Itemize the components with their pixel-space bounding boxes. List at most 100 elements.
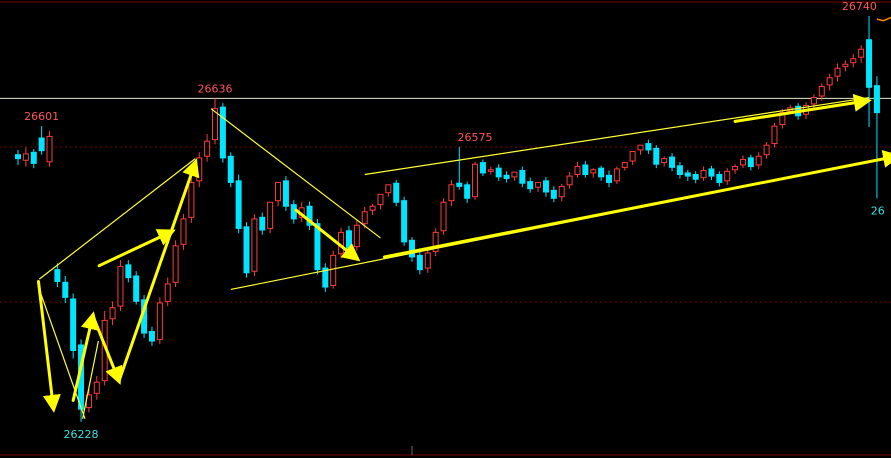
candle-body-37 [306, 205, 313, 226]
candle-body-76 [613, 168, 620, 182]
candle-body-24 [204, 140, 211, 157]
candle-body-59 [479, 162, 486, 174]
candle-body-55 [448, 184, 455, 202]
candle-body-5 [54, 269, 61, 283]
candle-body-39 [322, 267, 329, 288]
candle-body-63 [511, 171, 518, 178]
candle-body-96 [771, 125, 778, 145]
candle-layer [15, 15, 880, 422]
candle-body-51 [416, 254, 423, 271]
candle-body-79 [637, 144, 644, 151]
candle-body-88 [708, 168, 715, 177]
price-label-6: 26 [871, 204, 885, 217]
candle-body-22 [188, 181, 195, 218]
candle-body-70 [566, 175, 573, 186]
candle-body-107 [858, 48, 865, 58]
candle-body-44 [361, 211, 368, 225]
price-label-3: 26636 [198, 82, 233, 95]
candle-body-32 [267, 201, 274, 229]
candle-body-84 [676, 165, 683, 175]
price-label-1: 26601 [24, 110, 59, 123]
candle-body-81 [653, 147, 660, 165]
candle-body-52 [424, 252, 431, 269]
candle-body-91 [732, 166, 739, 171]
candle-body-50 [409, 239, 415, 258]
candle-body-109 [873, 85, 880, 114]
price-label-4: 26575 [458, 131, 493, 144]
candle-body-7 [70, 298, 77, 352]
label-layer: 26601 26228 26636 26575 26740 26 [24, 0, 885, 441]
candle-body-43 [353, 224, 360, 248]
candle-body-21 [180, 218, 187, 245]
trend-arrow-7 [382, 150, 891, 259]
candle-body-94 [755, 155, 762, 166]
candle-body-86 [692, 174, 699, 180]
trend-line-1 [38, 158, 196, 280]
candle-body-2 [30, 151, 37, 164]
candle-body-102 [818, 85, 825, 97]
candle-body-103 [826, 77, 833, 86]
candle-body-3 [38, 137, 45, 152]
candle-body-26 [219, 106, 226, 159]
candle-body-105 [842, 63, 849, 68]
candle-body-31 [259, 216, 266, 231]
candle-body-85 [684, 172, 691, 177]
candle-body-13 [117, 265, 124, 307]
candle-body-12 [109, 307, 116, 320]
candle-body-19 [164, 283, 171, 302]
trend-arrow-8 [733, 93, 872, 123]
candle-body-38 [314, 223, 321, 271]
candle-body-35 [290, 204, 297, 220]
candle-body-87 [700, 170, 707, 179]
candle-body-90 [724, 170, 731, 182]
candle-body-106 [850, 58, 857, 64]
candle-body-77 [621, 162, 628, 168]
trend-arrow-5 [97, 229, 176, 268]
candle-body-57 [464, 184, 471, 199]
candle-body-20 [172, 245, 179, 283]
candle-body-53 [432, 231, 439, 252]
trend-line-4 [364, 96, 870, 176]
candle-body-108 [866, 39, 873, 88]
candle-body-73 [590, 169, 597, 174]
candle-body-49 [401, 200, 408, 243]
candle-body-68 [550, 189, 557, 199]
candle-body-82 [661, 158, 668, 164]
candle-body-89 [716, 174, 723, 183]
candle-body-33 [275, 181, 282, 202]
last-price-mark [876, 16, 891, 22]
trend-arrow-1 [36, 280, 61, 413]
candle-body-61 [495, 167, 502, 178]
candle-body-18 [156, 302, 163, 340]
trend-arrow-4 [118, 158, 200, 381]
trend-arrow-2 [71, 311, 99, 402]
candle-body-80 [645, 143, 652, 151]
candle-body-58 [472, 163, 479, 198]
price-label-5: 26740 [842, 0, 877, 13]
candle-body-78 [629, 151, 636, 162]
candle-body-45 [369, 205, 376, 211]
candle-body-15 [133, 275, 140, 302]
candle-body-40 [330, 254, 337, 286]
candle-body-75 [606, 174, 612, 183]
candle-body-101 [810, 97, 817, 105]
trend-line-6 [82, 340, 99, 419]
trend-line-2 [210, 108, 381, 239]
candle-body-42 [345, 230, 352, 249]
candle-body-104 [834, 67, 841, 77]
candle-body-23 [196, 157, 203, 182]
candle-body-67 [542, 180, 549, 193]
candle-body-46 [377, 193, 384, 206]
trend-arrow-3 [91, 314, 123, 385]
annotation-layer [36, 16, 891, 419]
candle-body-10 [93, 381, 100, 394]
candle-body-93 [747, 157, 754, 168]
candle-body-4 [46, 135, 53, 163]
candle-body-65 [527, 181, 534, 190]
trend-arrow-6 [294, 208, 361, 262]
candle-body-14 [125, 264, 132, 279]
candle-body-28 [235, 180, 242, 229]
candle-body-34 [282, 180, 289, 207]
